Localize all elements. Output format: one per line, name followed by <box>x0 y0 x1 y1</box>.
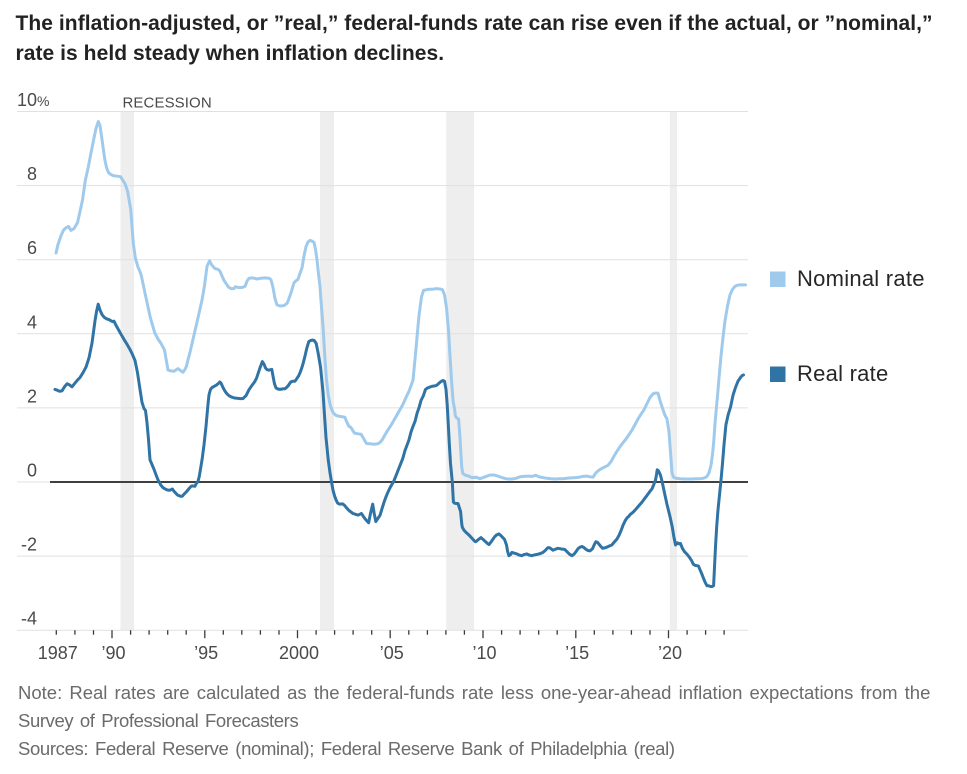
svg-text:2: 2 <box>27 386 37 406</box>
svg-text:%: % <box>37 93 49 109</box>
svg-text:’95: ’95 <box>194 643 218 663</box>
svg-text:’90: ’90 <box>101 643 125 663</box>
svg-text:’10: ’10 <box>472 643 496 663</box>
svg-text:Nominal rate: Nominal rate <box>797 266 925 291</box>
svg-text:8: 8 <box>27 164 37 184</box>
svg-text:Real rate: Real rate <box>797 361 889 386</box>
svg-text:RECESSION: RECESSION <box>123 95 212 112</box>
svg-text:4: 4 <box>27 312 37 332</box>
svg-text:1987: 1987 <box>38 643 78 663</box>
svg-text:-2: -2 <box>21 535 37 555</box>
svg-text:6: 6 <box>27 238 37 258</box>
svg-text:10: 10 <box>17 90 37 110</box>
svg-text:’05: ’05 <box>380 643 404 663</box>
svg-text:2000: 2000 <box>279 643 319 663</box>
svg-text:-4: -4 <box>21 609 37 629</box>
svg-text:’20: ’20 <box>658 643 682 663</box>
svg-text:’15: ’15 <box>565 643 589 663</box>
svg-text:0: 0 <box>27 461 37 481</box>
